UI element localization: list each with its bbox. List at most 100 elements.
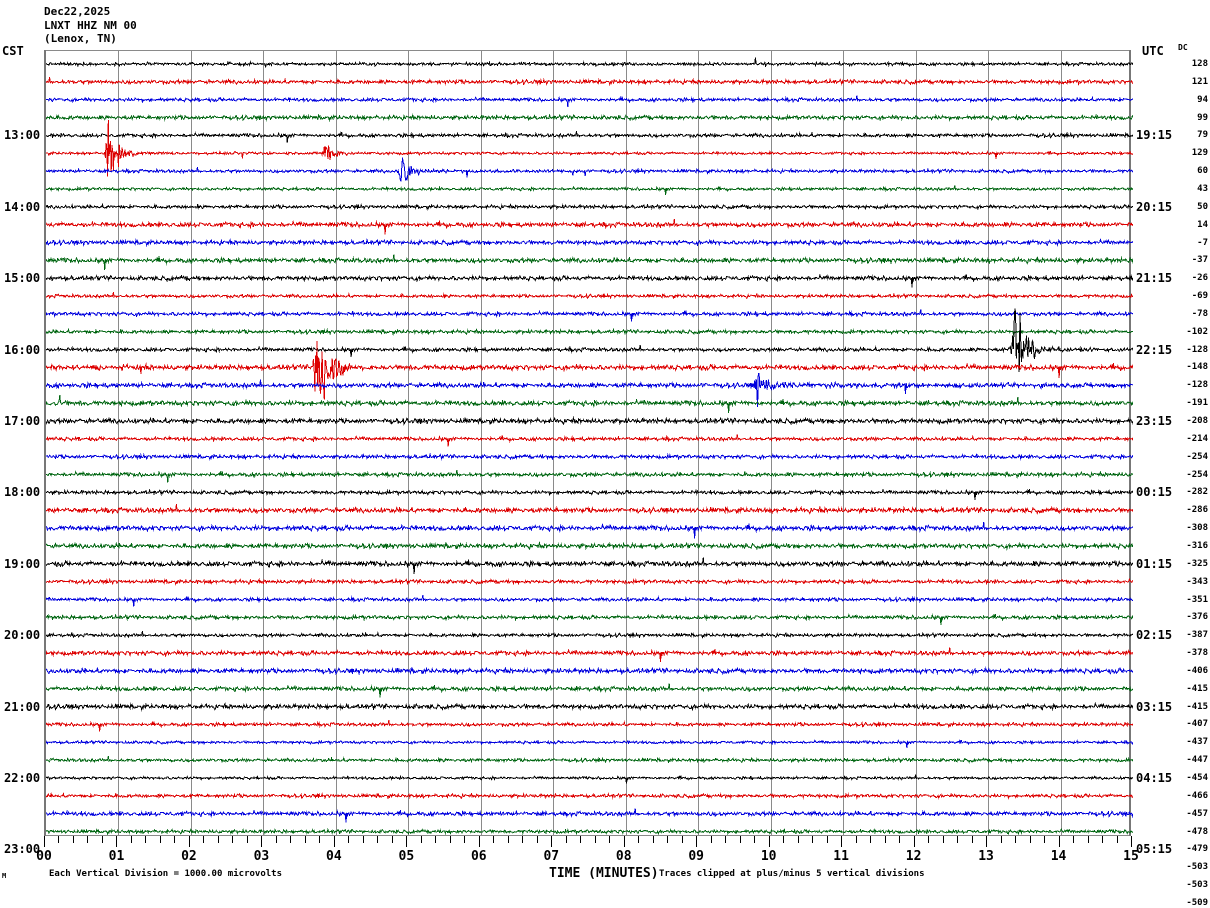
seismic-trace	[46, 774, 1133, 784]
gridline-minute-13	[988, 50, 989, 836]
x-axis-label-03: 03	[253, 849, 270, 864]
x-axis-label-12: 12	[905, 849, 922, 864]
utc-label-1915: 19:15	[1136, 128, 1173, 143]
dc-value: -466	[1186, 790, 1208, 801]
dc-value: 94	[1197, 94, 1208, 105]
dc-column-caption: DC	[1178, 43, 1188, 52]
dc-value: 128	[1191, 59, 1208, 69]
cst-label-2000: 20:00	[4, 628, 41, 643]
x-tick-minor	[870, 836, 871, 843]
x-axis-label-07: 07	[543, 849, 560, 864]
seismic-trace	[46, 308, 1133, 372]
dc-value: 43	[1197, 183, 1208, 194]
dc-value: -325	[1186, 558, 1208, 569]
gridline-minute-10	[771, 50, 772, 836]
cst-label-1900: 19:00	[4, 556, 41, 571]
dc-value: -447	[1186, 755, 1208, 766]
x-tick-minor	[464, 836, 465, 843]
x-tick-major	[334, 836, 335, 847]
dc-value: -415	[1186, 701, 1208, 712]
dc-value: -503	[1186, 862, 1208, 873]
seismic-trace	[46, 434, 1133, 447]
utc-label-0515: 05:15	[1136, 842, 1173, 857]
seismic-trace	[46, 120, 1133, 177]
x-tick-minor	[102, 836, 103, 843]
seismic-trace	[46, 131, 1133, 143]
x-tick-minor	[392, 836, 393, 843]
x-tick-minor	[711, 836, 712, 843]
cst-label-1300: 13:00	[4, 128, 41, 143]
dc-value: -415	[1186, 683, 1208, 694]
x-tick-major	[189, 836, 190, 847]
seismic-trace	[46, 113, 1133, 123]
x-tick-minor	[638, 836, 639, 843]
cst-label-1700: 17:00	[4, 414, 41, 428]
cst-label-1600: 16:00	[4, 342, 41, 357]
x-tick-minor	[812, 836, 813, 843]
x-axis-label-02: 02	[181, 849, 197, 864]
x-tick-minor	[653, 836, 654, 843]
cst-label-1800: 18:00	[4, 485, 41, 500]
dc-value: -351	[1186, 594, 1208, 605]
x-tick-minor	[377, 836, 378, 843]
x-tick-minor	[595, 836, 596, 843]
right-axis-caption-utc: UTC	[1142, 44, 1164, 58]
corner-mark: M	[2, 872, 7, 880]
dc-value: -26	[1191, 273, 1208, 284]
x-tick-minor	[58, 836, 59, 843]
x-tick-minor	[1044, 836, 1045, 843]
x-tick-major	[986, 836, 987, 847]
x-tick-major	[261, 836, 262, 847]
x-tick-minor	[290, 836, 291, 843]
x-tick-minor	[725, 836, 726, 843]
seismic-trace	[46, 237, 1133, 248]
x-tick-minor	[145, 836, 146, 843]
x-axis-label-10: 10	[760, 849, 777, 864]
seismogram-plot[interactable]	[44, 50, 1133, 836]
plot-frame-bottom	[46, 835, 1129, 836]
clip-note: Traces clipped at plus/minus 5 vertical …	[659, 869, 925, 879]
seismic-trace	[46, 666, 1133, 676]
gridline-minute-4	[336, 50, 337, 836]
x-tick-minor	[682, 836, 683, 843]
dc-value: -214	[1186, 433, 1208, 444]
seismic-trace	[46, 504, 1133, 515]
x-axis-label-04: 04	[326, 849, 342, 864]
x-tick-minor	[203, 836, 204, 843]
dc-value: 14	[1197, 219, 1208, 230]
seismic-trace	[46, 254, 1133, 270]
seismic-trace	[46, 808, 1133, 823]
x-tick-minor	[522, 836, 523, 843]
x-tick-minor	[131, 836, 132, 843]
dc-value: -128	[1186, 344, 1208, 355]
dc-value: -282	[1186, 487, 1208, 498]
x-tick-minor	[899, 836, 900, 843]
x-tick-minor	[160, 836, 161, 843]
x-axis-label-06: 06	[470, 849, 487, 864]
seismic-trace	[46, 340, 1133, 400]
seismic-trace	[46, 522, 1133, 539]
utc-label-2215: 22:15	[1136, 342, 1173, 357]
seismic-trace	[46, 541, 1133, 551]
seismic-trace	[46, 595, 1133, 607]
x-tick-minor	[1117, 836, 1118, 843]
x-axis-label-15: 15	[1123, 849, 1139, 864]
dc-value: -78	[1191, 308, 1208, 319]
dc-value: -457	[1186, 808, 1208, 819]
x-tick-minor	[73, 836, 74, 843]
x-tick-minor	[1073, 836, 1074, 843]
utc-label-2315: 23:15	[1136, 414, 1173, 428]
dc-value: -286	[1186, 505, 1208, 516]
left-axis-caption-cst: CST	[2, 44, 24, 58]
x-tick-minor	[1001, 836, 1002, 843]
x-tick-major	[624, 836, 625, 847]
gridline-minute-2	[191, 50, 192, 836]
dc-value: -254	[1186, 469, 1208, 480]
seismic-trace	[46, 631, 1133, 639]
x-tick-minor	[928, 836, 929, 843]
x-tick-minor	[856, 836, 857, 843]
plot-frame-top	[46, 50, 1129, 51]
seismic-trace	[46, 452, 1133, 461]
dc-value: 60	[1197, 166, 1208, 177]
x-tick-minor	[827, 836, 828, 843]
